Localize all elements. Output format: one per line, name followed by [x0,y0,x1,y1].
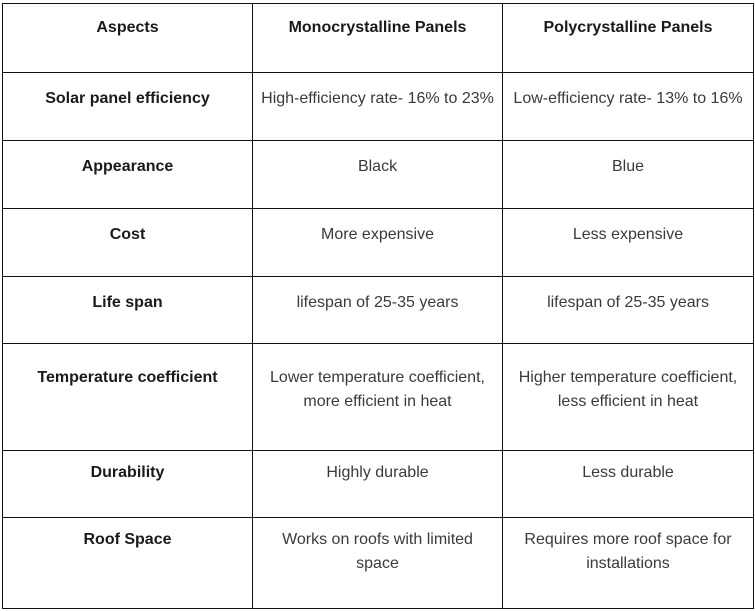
table-row: Life span lifespan of 25-35 years lifesp… [2,276,754,344]
poly-cell: Low-efficiency rate- 13% to 16% [502,72,754,141]
aspect-cell: Solar panel efficiency [2,72,253,141]
table-row: Roof Space Works on roofs with limited s… [2,517,754,609]
aspect-cell: Durability [2,450,253,518]
table-row: Durability Highly durable Less durable [2,450,754,518]
mono-cell: Works on roofs with limited space [252,517,503,609]
comparison-table: Aspects Monocrystalline Panels Polycryst… [2,3,754,609]
poly-cell: Higher temperature coefficient, less eff… [502,343,754,451]
mono-cell: High-efficiency rate- 16% to 23% [252,72,503,141]
mono-cell: Black [252,140,503,209]
table-row: Appearance Black Blue [2,140,754,209]
table-row: Cost More expensive Less expensive [2,208,754,277]
aspect-cell: Cost [2,208,253,277]
poly-cell: Less expensive [502,208,754,277]
table-row: Temperature coefficient Lower temperatur… [2,343,754,451]
header-row: Aspects Monocrystalline Panels Polycryst… [2,3,754,73]
poly-cell: Less durable [502,450,754,518]
poly-cell: Requires more roof space for installatio… [502,517,754,609]
aspect-cell: Temperature coefficient [2,343,253,451]
aspect-cell: Life span [2,276,253,344]
aspect-cell: Roof Space [2,517,253,609]
aspect-cell: Appearance [2,140,253,209]
mono-cell: Lower temperature coefficient, more effi… [252,343,503,451]
poly-cell: Blue [502,140,754,209]
poly-cell: lifespan of 25-35 years [502,276,754,344]
mono-cell: lifespan of 25-35 years [252,276,503,344]
header-aspects: Aspects [2,3,253,73]
header-monocrystalline: Monocrystalline Panels [252,3,503,73]
header-polycrystalline: Polycrystalline Panels [502,3,754,73]
table-row: Solar panel efficiency High-efficiency r… [2,72,754,141]
mono-cell: Highly durable [252,450,503,518]
mono-cell: More expensive [252,208,503,277]
